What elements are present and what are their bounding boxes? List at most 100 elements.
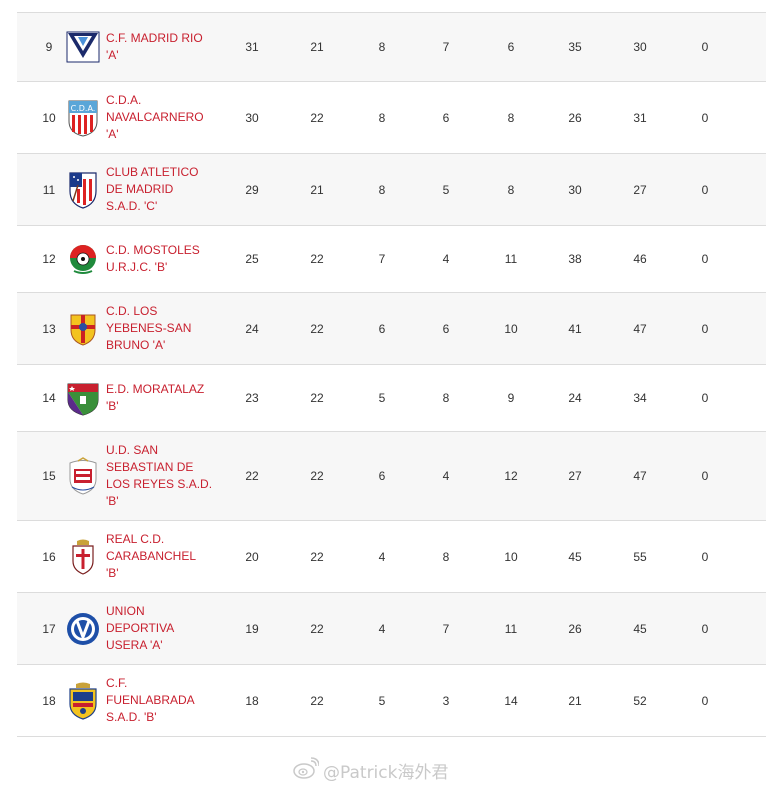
goals-for: 26 [568,110,582,125]
team-name-link[interactable]: C.F. FUENLABRADA S.A.D. 'B' [106,676,195,724]
sanction: 0 [701,621,709,636]
table-row: 11 CLUB ATLETICO DE MADRID S.A.D. 'C [17,154,766,226]
drawn: 8 [442,391,450,405]
lost: 6 [507,40,515,54]
won: 8 [378,40,386,54]
goals-for: 27 [568,469,582,483]
points: 23 [245,391,259,405]
sanction: 0 [701,693,709,708]
position: 14 [42,391,56,405]
drawn: 7 [442,40,450,54]
sanction: 0 [701,110,709,125]
drawn: 5 [442,182,450,197]
atletico-madrid-crest [63,154,103,225]
svg-text:C.D.A.: C.D.A. [71,104,96,113]
carabanchel-crest [63,521,103,592]
position: 16 [42,549,56,564]
sanction: 0 [701,252,709,266]
sanction: 0 [701,549,709,564]
weibo-icon [293,756,320,784]
goals-for: 38 [568,252,582,266]
lost: 14 [504,693,518,708]
points: 22 [245,469,259,483]
goals-for: 26 [568,621,582,636]
sanction: 0 [701,40,709,54]
drawn: 6 [442,110,450,125]
drawn: 4 [442,469,450,483]
mostoles-crest [63,226,103,292]
position: 12 [42,252,56,266]
table-row: 15 U.D. SAN SEBASTIAN DE LOS REYES S.A.D… [17,432,766,521]
drawn: 8 [442,549,450,564]
drawn: 4 [442,252,450,266]
table-row: 13 C.D. LOS YEBENES-SAN BRUNO 'A' 24 22 … [17,293,766,365]
table-row: 14 E.D. MORATALAZ 'B' 23 22 5 8 [17,365,766,432]
table-row: 10 C.D.A. C.D.A. NAVALCARNERO 'A' 30 2 [17,82,766,154]
lost: 11 [504,621,518,636]
won: 5 [378,693,386,708]
lost: 9 [507,391,515,405]
points: 18 [245,693,259,708]
points: 24 [245,321,259,336]
table-row: 9 C.F. MADRID RIO 'A' 31 21 8 7 6 35 30 [17,13,766,82]
position: 13 [42,321,56,336]
points: 29 [245,182,259,197]
goals-against: 45 [633,621,647,636]
position: 11 [42,182,56,197]
goals-against: 27 [633,182,647,197]
team-name-link[interactable]: REAL C.D. CARABANCHEL 'B' [106,532,197,580]
goals-for: 24 [568,391,582,405]
goals-against: 47 [633,469,647,483]
moratalaz-crest [63,365,103,431]
drawn: 6 [442,321,450,336]
position: 17 [42,621,56,636]
played: 21 [310,40,324,54]
goals-for: 30 [568,182,582,197]
drawn: 3 [442,693,450,708]
goals-against: 52 [633,693,647,708]
lost: 10 [504,549,518,564]
won: 8 [378,182,386,197]
team-name-link[interactable]: C.D. MOSTOLES U.R.J.C. 'B' [106,243,200,274]
points: 20 [245,549,259,564]
team-name-link[interactable]: CLUB ATLETICO DE MADRID S.A.D. 'C' [106,165,199,213]
team-name-link[interactable]: E.D. MORATALAZ 'B' [106,382,205,413]
goals-against: 34 [633,391,647,405]
points: 25 [245,252,259,266]
position: 18 [42,693,56,708]
table-row: 16 REAL C.D. CARABANCHEL 'B' 20 22 4 8 1… [17,521,766,593]
won: 4 [378,621,386,636]
goals-for: 35 [568,40,582,54]
team-name-link[interactable]: C.D.A. NAVALCARNERO 'A' [106,93,204,141]
team-name-link[interactable]: C.D. LOS YEBENES-SAN BRUNO 'A' [106,304,192,352]
won: 7 [378,252,386,266]
goals-for: 21 [568,693,582,708]
goals-against: 46 [633,252,647,266]
sanse-crest [63,432,103,520]
lost: 8 [507,110,515,125]
lost: 10 [504,321,518,336]
points: 30 [245,110,259,125]
table-row: 18 C.F. FUENLABRADA S.A.D. 'B' 18 22 5 3… [17,665,766,737]
won: 8 [378,110,386,125]
sanction: 0 [701,469,709,483]
position: 9 [45,40,53,54]
team-name-link[interactable]: UNION DEPORTIVA USERA 'A' [106,604,175,652]
goals-against: 55 [633,549,647,564]
position: 10 [42,110,56,125]
team-name-link[interactable]: U.D. SAN SEBASTIAN DE LOS REYES S.A.D. '… [106,443,213,508]
lost: 11 [504,252,518,266]
played: 22 [310,549,324,564]
played: 22 [310,391,324,405]
sanction: 0 [701,321,709,336]
watermark: @Patrick海外君 [293,756,448,784]
sanction: 0 [701,182,709,197]
points: 19 [245,621,259,636]
madrid-rio-crest [63,13,103,81]
navalcarnero-crest: C.D.A. [63,82,103,153]
won: 5 [378,391,386,405]
goals-against: 30 [633,40,647,54]
team-name-link[interactable]: C.F. MADRID RIO 'A' [106,31,203,62]
sanction: 0 [701,391,709,405]
